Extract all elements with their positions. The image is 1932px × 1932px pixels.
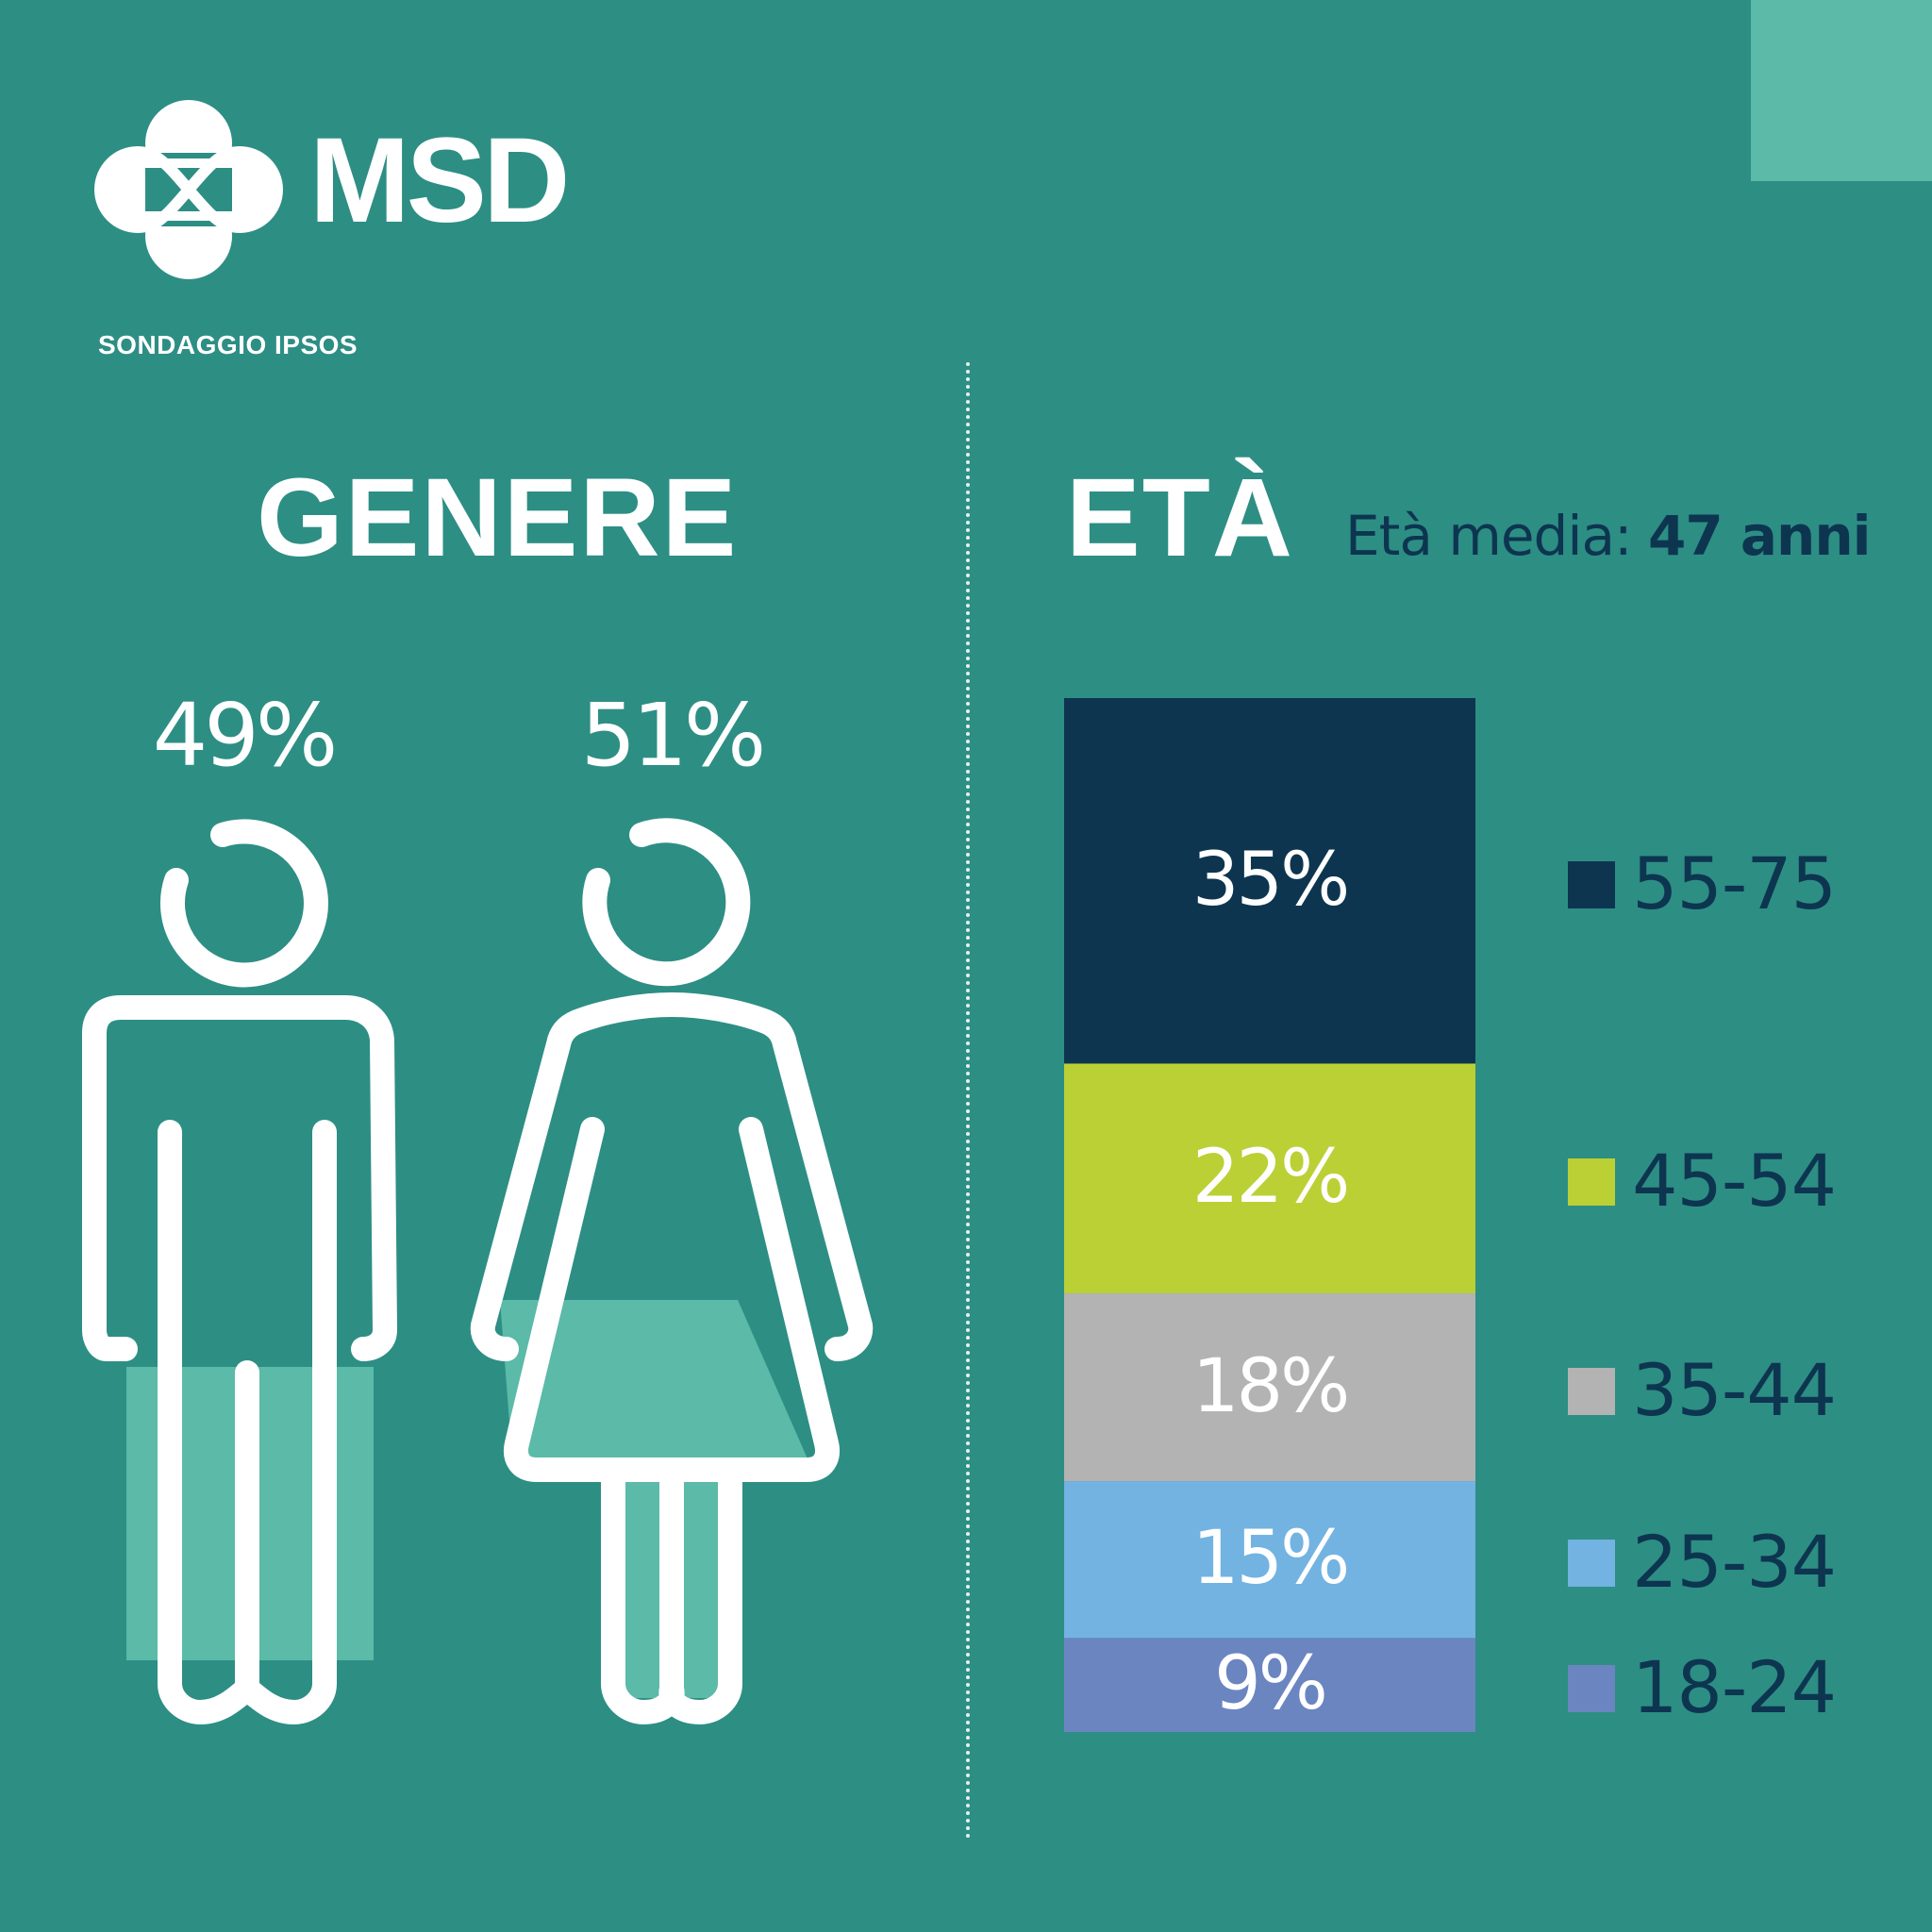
legend-swatch bbox=[1568, 1540, 1615, 1588]
brand-name: MSD bbox=[309, 113, 570, 248]
bar-segment-label-45-54: 22% bbox=[1191, 1135, 1350, 1221]
dotted-divider bbox=[966, 362, 970, 1840]
age-heading: ETÀ bbox=[1066, 456, 1294, 580]
bar-segment-25-34 bbox=[1064, 1481, 1475, 1639]
legend-label: 45-54 bbox=[1632, 1139, 1837, 1224]
legend-item-18-24: 18-24 bbox=[1566, 1652, 1849, 1724]
legend-label: 35-44 bbox=[1632, 1347, 1837, 1432]
legend-item-55-75: 55-75 bbox=[1566, 847, 1849, 919]
male-percent: 49% bbox=[152, 685, 338, 786]
legend-swatch bbox=[1568, 860, 1615, 908]
bar-segment-label-35-44: 18% bbox=[1191, 1343, 1350, 1429]
age-mean-label: Età media: bbox=[1345, 504, 1633, 568]
legend-item-35-44: 35-44 bbox=[1566, 1354, 1849, 1425]
male-figure-icon bbox=[82, 819, 397, 1724]
age-mean-value: 47 anni bbox=[1648, 504, 1872, 568]
msd-logo-icon bbox=[94, 100, 283, 279]
legend-swatch bbox=[1568, 1665, 1615, 1713]
female-percent: 51% bbox=[580, 685, 766, 786]
bar-segment-label-55-75: 35% bbox=[1191, 837, 1350, 923]
gender-heading: GENERE bbox=[257, 456, 739, 580]
legend-swatch bbox=[1568, 1158, 1615, 1207]
legend-label: 25-34 bbox=[1632, 1520, 1837, 1605]
bar-segment-55-75 bbox=[1064, 698, 1475, 1064]
age-segment-labels: 35% 22% 18% 15% 9% bbox=[1064, 698, 1475, 1732]
female-figure-icon bbox=[470, 818, 874, 1724]
legend-label: 18-24 bbox=[1632, 1645, 1837, 1730]
legend-item-25-34: 25-34 bbox=[1566, 1526, 1849, 1598]
bar-segment-45-54 bbox=[1064, 1063, 1475, 1294]
female-fill-level bbox=[500, 1300, 813, 1472]
legend-item-45-54: 45-54 bbox=[1566, 1145, 1849, 1217]
bar-segment-35-44 bbox=[1064, 1293, 1475, 1482]
gender-figures bbox=[82, 818, 874, 1724]
age-stacked-bar bbox=[1064, 698, 1475, 1732]
age-mean: Età media: 47 anni bbox=[1345, 504, 1872, 568]
bar-segment-label-25-34: 15% bbox=[1191, 1516, 1350, 1602]
bar-segment-label-18-24: 9% bbox=[1214, 1641, 1328, 1727]
bar-segment-18-24 bbox=[1064, 1638, 1475, 1732]
legend-swatch bbox=[1568, 1367, 1615, 1415]
legend-label: 55-75 bbox=[1632, 841, 1837, 925]
survey-subtitle: SONDAGGIO IPSOS bbox=[98, 330, 358, 359]
corner-accent-block bbox=[1751, 0, 1932, 181]
